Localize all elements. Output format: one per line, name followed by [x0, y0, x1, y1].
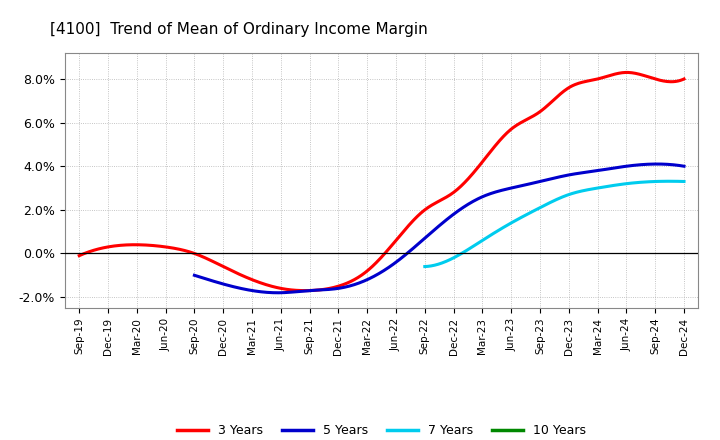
Text: [4100]  Trend of Mean of Ordinary Income Margin: [4100] Trend of Mean of Ordinary Income …: [50, 22, 428, 37]
Legend: 3 Years, 5 Years, 7 Years, 10 Years: 3 Years, 5 Years, 7 Years, 10 Years: [172, 419, 591, 440]
